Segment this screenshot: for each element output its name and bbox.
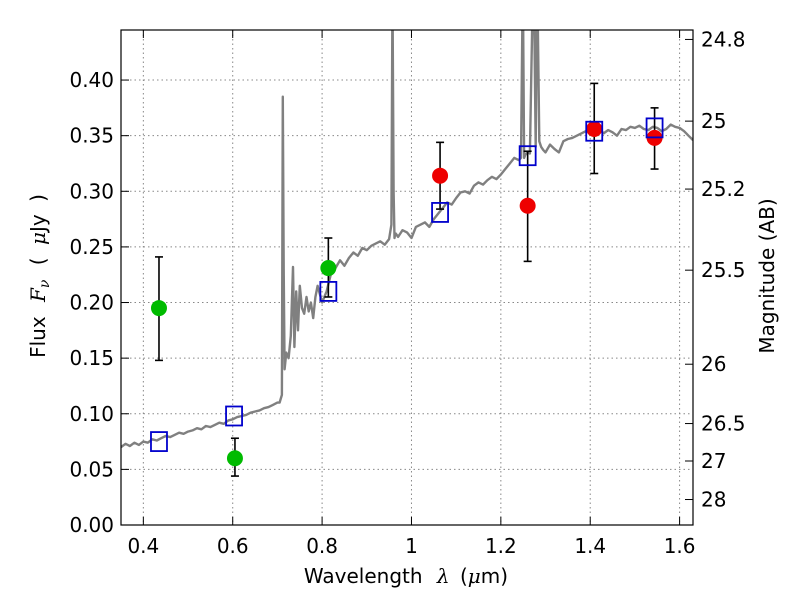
y-axis-title-unit-rest: Jy (26, 214, 50, 234)
y-tick-label: 0.20 (69, 291, 114, 315)
y-tick-label: 0.35 (69, 124, 114, 148)
ticks (121, 30, 693, 526)
model-flux-square (585, 120, 604, 142)
plot-frame (120, 29, 694, 526)
x-tick-label: 0.8 (306, 534, 338, 558)
x-tick-label: 1.6 (664, 534, 696, 558)
y2-tick-label: 24.8 (701, 27, 746, 51)
y2-tick-label: 25.5 (701, 258, 746, 282)
model-flux-square (150, 431, 168, 452)
y-axis-title-unit-close: ) (26, 194, 50, 202)
x-axis-title-unit-mu: μ (468, 564, 481, 588)
x-tick-label: 0.6 (217, 534, 249, 558)
y-axis-title: Flux Fν ( μJy ) (26, 194, 54, 358)
y2-tick-label: 26 (701, 352, 726, 376)
errorbar-layer (154, 82, 659, 477)
y-tick-label: 0.40 (69, 68, 114, 92)
grid-lines (121, 30, 693, 525)
x-tick-label: 1 (405, 534, 418, 558)
red-data-point (432, 167, 449, 184)
marker-layer (150, 117, 664, 467)
y2-tick-label: 28 (701, 488, 726, 512)
x-axis-title: Wavelength λ (μm) (304, 564, 508, 588)
x-axis-title-unit-open: ( (460, 564, 468, 588)
y-axis-title-sub: ν (37, 279, 53, 288)
x-axis-title-text: Wavelength (304, 564, 423, 588)
y2-axis-title: Magnitude (AB) (755, 198, 779, 353)
x-tick-label: 1.4 (574, 534, 606, 558)
model-flux-square (319, 281, 338, 302)
x-axis-title-symbol: λ (436, 564, 450, 588)
y2-tick-label: 25.2 (701, 177, 746, 201)
y2-tick-label: 27 (701, 449, 726, 473)
y-tick-label: 0.05 (69, 457, 114, 481)
y-tick-label: 0.15 (69, 346, 114, 370)
tick-labels: 0.4 0.6 0.8 1 1.2 1.4 1.6 0.00 0.05 0.10 0.15 0.20 0… (69, 27, 745, 558)
y2-tick-label: 25 (701, 109, 726, 133)
y-tick-label: 0.25 (69, 235, 114, 259)
x-axis-title-unit-rest: m) (481, 564, 508, 588)
x-tick-label: 1.2 (485, 534, 517, 558)
green-data-point (320, 260, 337, 277)
y-tick-label: 0.30 (69, 179, 114, 203)
y-tick-label: 0.00 (69, 513, 114, 537)
y2-tick-label: 26.5 (701, 412, 746, 436)
y-tick-label: 0.10 (69, 402, 114, 426)
sed-model-layer (121, 30, 693, 449)
model-flux-square (645, 117, 664, 139)
model-flux-square (518, 145, 537, 167)
red-data-point (586, 121, 603, 137)
y-axis-title-unit-mu: μ (26, 232, 50, 245)
y-axis-title-unit-open: ( (26, 257, 50, 265)
sed-model-line (121, 30, 693, 449)
green-data-point (150, 300, 167, 317)
model-flux-square (225, 405, 243, 427)
model-flux-square (431, 202, 449, 223)
x-tick-label: 0.4 (127, 534, 159, 558)
y-axis-title-symbol: F (26, 287, 50, 303)
y-axis-title-text: Flux (26, 316, 50, 358)
red-data-point (519, 197, 536, 214)
green-data-point (226, 450, 243, 467)
